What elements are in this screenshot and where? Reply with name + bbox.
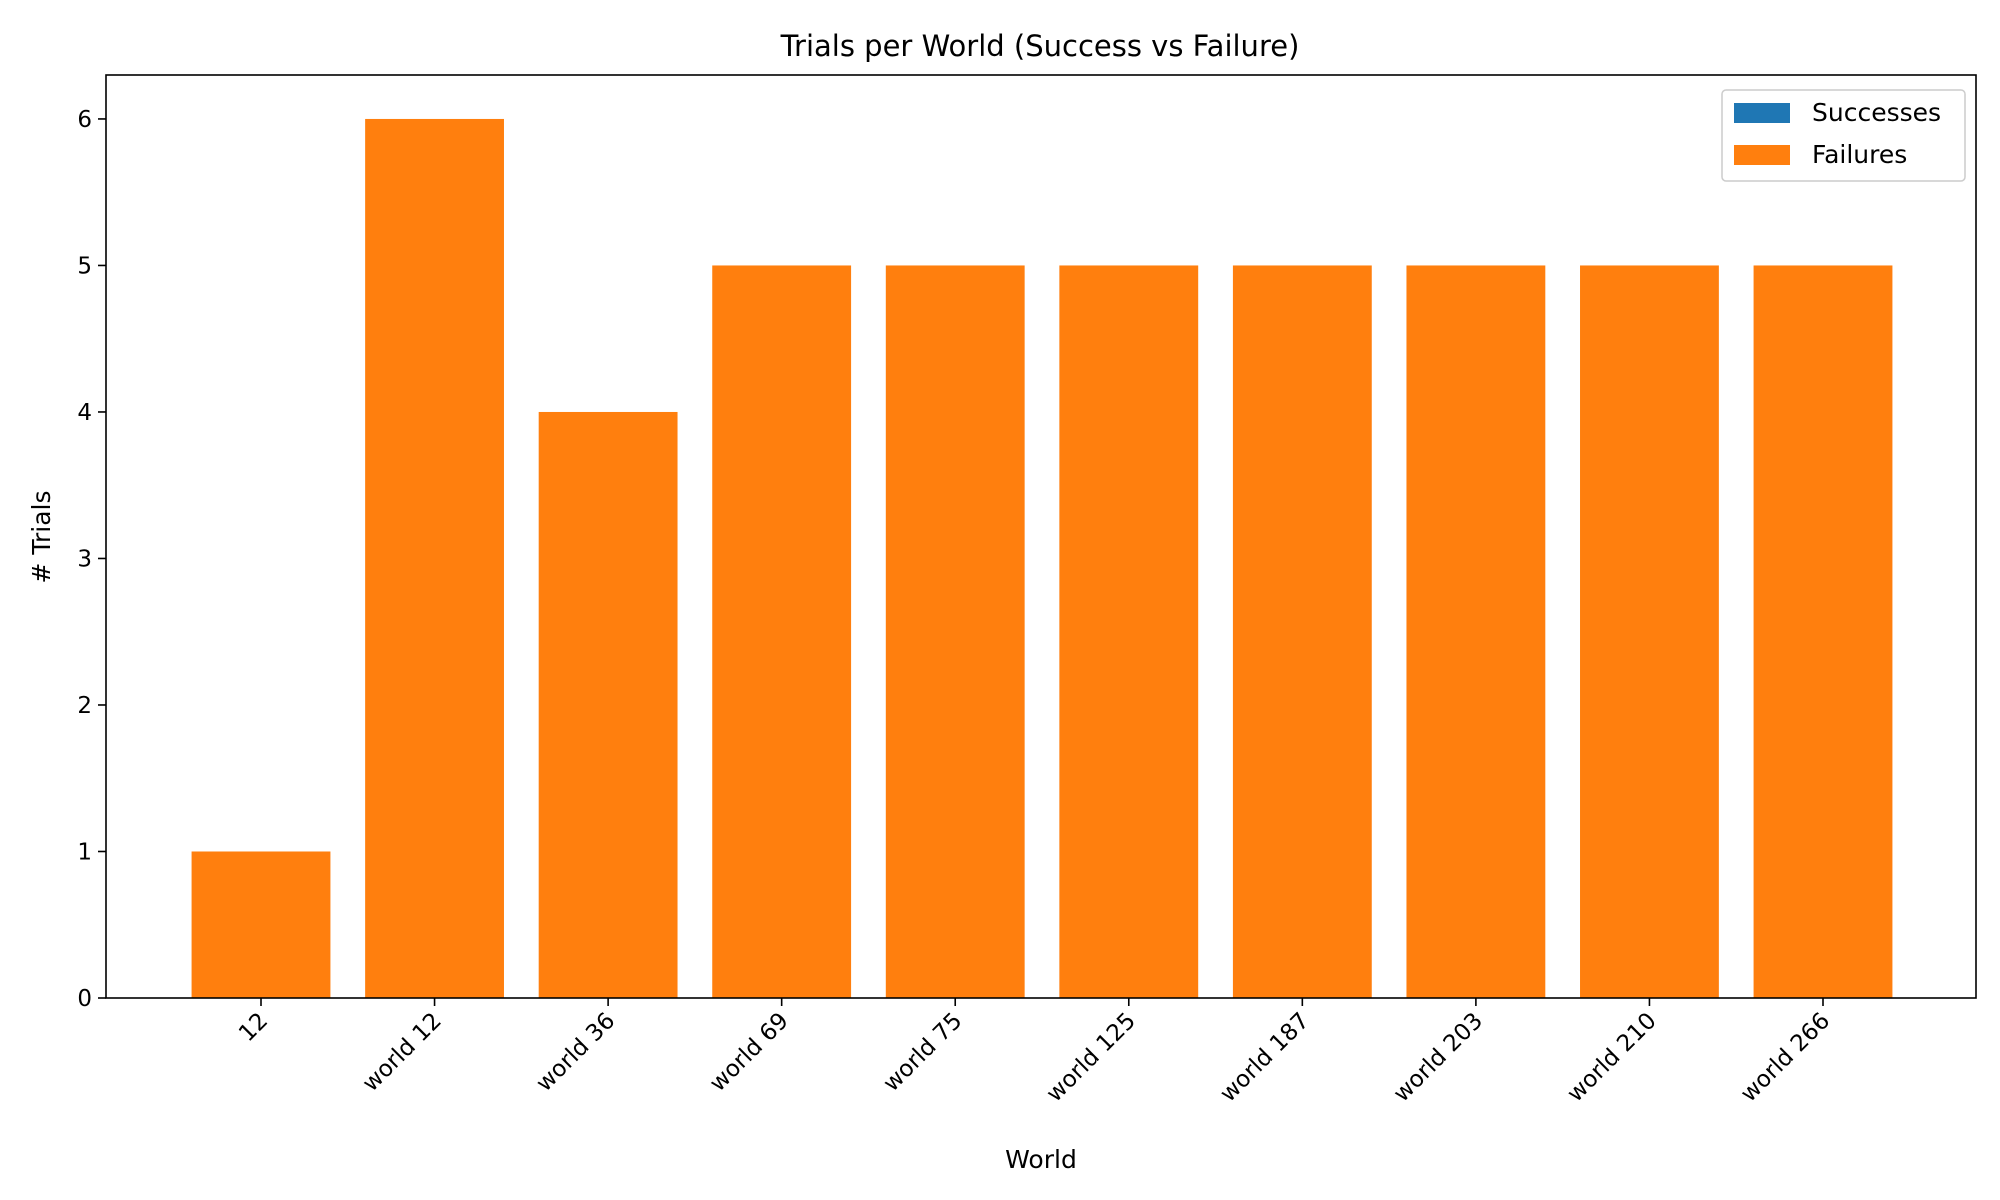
bar-failures-6 xyxy=(1232,265,1372,998)
bar-failures-0 xyxy=(191,851,331,998)
bar-failures-7 xyxy=(1406,265,1546,998)
bar-failures-1 xyxy=(365,118,504,998)
chart-title: Trials per World (Success vs Failure) xyxy=(780,29,1300,63)
y-axis: 0 1 2 3 4 5 6 xyxy=(77,107,106,1012)
plot-frame xyxy=(105,74,1977,999)
x-axis-label: World xyxy=(1005,1145,1077,1174)
legend: Successes Failures xyxy=(1721,89,1966,182)
legend-label-successes: Successes xyxy=(1812,98,1941,127)
bar-failures-2 xyxy=(538,411,678,998)
legend-swatch-failures xyxy=(1734,145,1790,165)
y-tick-label-3: 3 xyxy=(77,546,92,572)
y-tick-label-4: 4 xyxy=(77,400,92,426)
y-axis-label: # Trials xyxy=(27,490,56,583)
y-tick-label-5: 5 xyxy=(77,253,92,279)
bar-failures-9 xyxy=(1753,265,1893,998)
bar-failures-3 xyxy=(712,265,852,998)
y-tick-label-1: 1 xyxy=(77,839,92,865)
bar-failures-8 xyxy=(1580,265,1719,998)
y-tick-label-6: 6 xyxy=(77,107,92,133)
bars-group xyxy=(191,118,1893,998)
legend-label-failures: Failures xyxy=(1812,140,1907,169)
y-tick-label-0: 0 xyxy=(77,986,92,1012)
bar-failures-5 xyxy=(1059,265,1199,998)
bar-failures-4 xyxy=(885,265,1025,998)
y-tick-label-2: 2 xyxy=(77,693,92,719)
legend-swatch-successes xyxy=(1734,103,1790,123)
